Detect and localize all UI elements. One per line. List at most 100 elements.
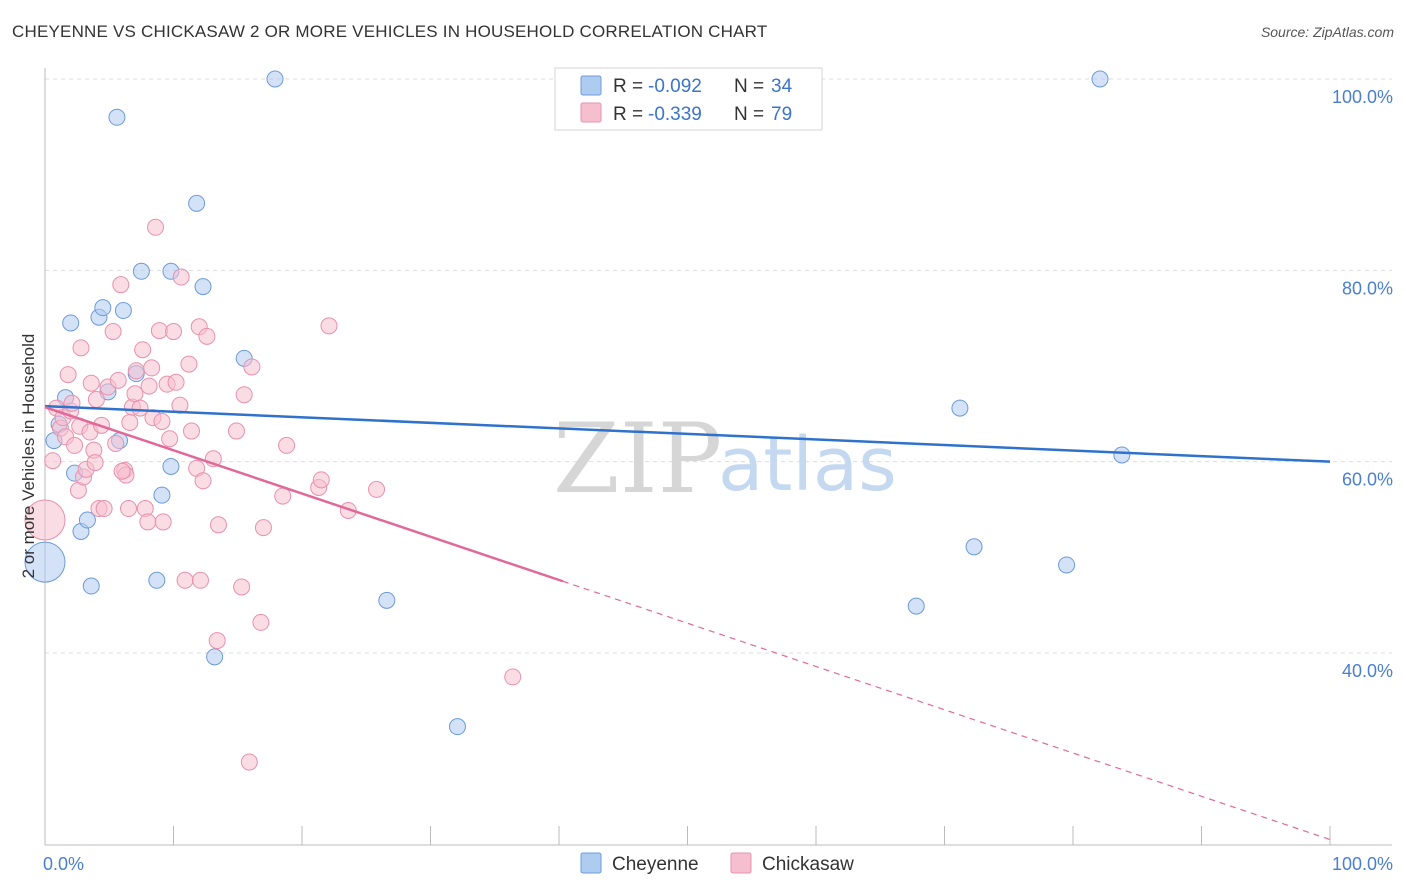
chickasaw-point [209,516,227,534]
chickasaw-point [235,386,253,404]
chickasaw-point [140,377,158,395]
x-tick-labels: 0.0% 100.0% [43,854,1393,874]
cheyenne-point [108,108,126,126]
chickasaw-point [167,373,185,391]
chickasaw-point [113,462,131,480]
x-tick-label-max: 100.0% [1332,854,1393,874]
chickasaw-point [150,322,168,340]
chickasaw-point [147,218,165,236]
legend: R = -0.092 N = 34 R = -0.339 N = 79 [554,67,823,131]
chickasaw-point [127,362,145,380]
chickasaw-point [87,390,105,408]
cheyenne-point [907,597,925,615]
cheyenne-point [78,511,96,529]
chickasaw-point [131,399,149,417]
cheyenne-point [132,262,150,280]
cheyenne-point [266,70,284,88]
chickasaw-point [504,668,522,686]
watermark-zip: ZIP [553,403,722,515]
chickasaw-point [194,472,212,490]
chickasaw-point [208,632,226,650]
y-tick-label: 100.0% [1332,87,1393,107]
chickasaw-point [312,471,330,489]
y-tick-label: 80.0% [1342,278,1393,298]
chart-source: Source: ZipAtlas.com [1260,24,1394,40]
chickasaw-point [198,327,216,345]
chickasaw-point [153,412,171,430]
x-tick-label-min: 0.0% [43,854,84,874]
chickasaw-point [176,571,194,589]
chickasaw-point [44,452,62,470]
legend-r-value-cheyenne: -0.092 [648,76,702,97]
chickasaw-point [180,355,198,373]
cheyenne-point [448,718,466,736]
cheyenne-point [965,538,983,556]
cheyenne-point [24,541,66,583]
y-axis-title: 2 or more Vehicles in Household [19,334,38,579]
chickasaw-point [182,422,200,440]
chickasaw-point [233,578,251,596]
chickasaw-point [126,385,144,403]
cheyenne-point [1113,446,1131,464]
cheyenne-point [951,399,969,417]
chickasaw-point [109,371,127,389]
cheyenne-point [82,577,100,595]
legend-n-label-cheyenne: N = [734,76,764,97]
chickasaw-point [278,436,296,454]
cheyenne-point [1058,556,1076,574]
chickasaw-point [368,480,386,498]
chickasaw-point [112,276,130,294]
bottom-legend-swatch-cheyenne [580,852,602,874]
cheyenne-point [378,591,396,609]
legend-n-value-cheyenne: 34 [771,76,793,97]
chickasaw-point [161,430,179,448]
chickasaw-point [154,513,172,531]
chart-title: CHEYENNE VS CHICKASAW 2 OR MORE VEHICLES… [12,22,768,41]
axes [44,68,1392,846]
watermark: ZIP atlas [553,403,897,515]
cheyenne-point [162,457,180,475]
cheyenne-point [114,302,132,320]
chickasaw-point [66,436,84,454]
cheyenne-point [94,299,112,317]
cheyenne-point [206,648,224,666]
chickasaw-point [72,339,90,357]
legend-swatch-cheyenne [580,75,602,96]
y-tick-label: 60.0% [1342,470,1393,490]
legend-r-value-chickasaw: -0.339 [648,104,702,125]
chickasaw-point [82,374,100,392]
trend-line-chickasaw [44,405,564,583]
chickasaw-point [240,753,258,771]
chickasaw-point [227,422,245,440]
chickasaw-point [252,613,270,631]
watermark-atlas: atlas [718,422,897,508]
legend-swatch-chickasaw [580,102,602,123]
chickasaw-point [165,323,182,341]
trend-line-chickasaw-extrapolated [562,580,1331,841]
cheyenne-point [153,486,171,504]
y-tick-label: 40.0% [1342,661,1393,681]
chickasaw-point [104,323,122,341]
chickasaw-point [254,519,272,537]
bottom-legend-label-cheyenne: Cheyenne [612,854,699,875]
legend-r-label-chickasaw: R = [613,104,643,125]
bottom-legend-swatch-chickasaw [730,852,752,874]
chickasaw-point [24,499,66,541]
chickasaw-point [274,487,292,505]
legend-n-label-chickasaw: N = [734,104,764,125]
cheyenne-point [1091,70,1109,88]
cheyenne-point [148,571,166,589]
chickasaw-point [172,268,190,286]
chickasaw-point [134,341,152,359]
chickasaw-point [120,500,138,518]
trend-line-cheyenne [44,404,1331,463]
chickasaw-point [143,359,161,377]
legend-n-value-chickasaw: 79 [771,104,792,125]
chickasaw-point [95,500,113,518]
trend-lines [44,404,1331,841]
chickasaw-point [63,394,81,412]
chickasaw-point [86,454,104,472]
y-tick-labels: 40.0% 60.0% 80.0% 100.0% [1332,87,1393,681]
chickasaw-point [320,317,338,335]
